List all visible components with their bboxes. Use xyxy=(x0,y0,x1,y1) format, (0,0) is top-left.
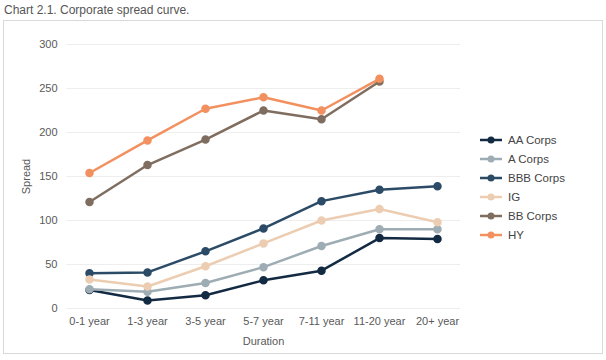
svg-text:Spread: Spread xyxy=(20,159,32,194)
svg-text:20+ year: 20+ year xyxy=(416,315,459,327)
svg-text:1-3 year: 1-3 year xyxy=(127,315,168,327)
svg-text:7-11 year: 7-11 year xyxy=(299,315,345,327)
svg-text:50: 50 xyxy=(45,258,57,270)
svg-text:11-20 year: 11-20 year xyxy=(354,315,406,327)
svg-text:300: 300 xyxy=(39,38,57,50)
svg-text:250: 250 xyxy=(39,82,57,94)
svg-text:0-1 year: 0-1 year xyxy=(69,315,110,327)
html-text:BB Corps: BB Corps xyxy=(508,209,558,222)
svg-text:0: 0 xyxy=(51,302,57,314)
svg-text:150: 150 xyxy=(39,170,57,182)
svg-text:3-5 year: 3-5 year xyxy=(185,315,226,327)
svg-text:Duration: Duration xyxy=(243,335,285,347)
html-text:Chart 2.1. Corporate spread cu: Chart 2.1. Corporate spread curve. xyxy=(4,3,190,17)
svg-text:5-7 year: 5-7 year xyxy=(243,315,284,327)
html-text:AA Corps: AA Corps xyxy=(508,133,557,146)
html-text:HY: HY xyxy=(508,228,524,241)
svg-text:200: 200 xyxy=(39,126,57,138)
svg-text:100: 100 xyxy=(39,214,57,226)
html-text:BBB Corps: BBB Corps xyxy=(508,171,565,184)
html-text:A Corps: A Corps xyxy=(508,152,549,165)
html-text:IG: IG xyxy=(508,190,521,203)
